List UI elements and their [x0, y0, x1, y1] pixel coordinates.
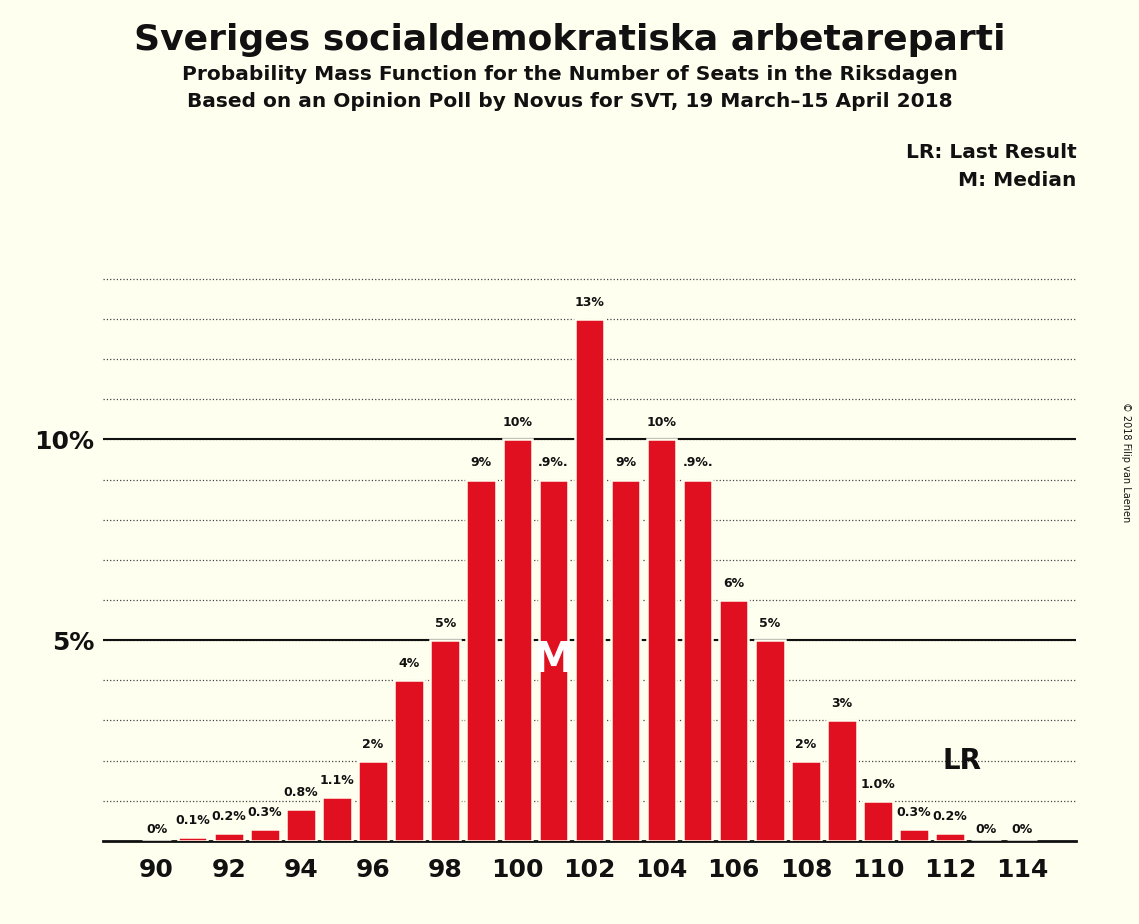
Text: LR: LR	[943, 747, 982, 774]
Bar	[900, 829, 928, 841]
Text: 9%: 9%	[470, 456, 492, 469]
Bar	[935, 833, 965, 841]
Text: 5%: 5%	[760, 617, 780, 630]
Bar	[647, 440, 677, 841]
Text: 13%: 13%	[574, 296, 605, 309]
Text: 5%: 5%	[435, 617, 456, 630]
Text: 0.1%: 0.1%	[175, 814, 210, 827]
Text: 0.2%: 0.2%	[933, 809, 967, 822]
Bar	[286, 808, 316, 841]
Text: 3%: 3%	[831, 698, 852, 711]
Text: Based on an Opinion Poll by Novus for SVT, 19 March–15 April 2018: Based on an Opinion Poll by Novus for SV…	[187, 92, 952, 112]
Bar	[792, 760, 820, 841]
Bar	[611, 480, 640, 841]
Bar	[251, 829, 279, 841]
Text: .9%.: .9%.	[538, 456, 568, 469]
Text: 0%: 0%	[146, 823, 167, 836]
Text: 10%: 10%	[647, 417, 677, 430]
Bar	[755, 640, 785, 841]
Bar	[178, 837, 207, 841]
Bar	[683, 480, 712, 841]
Text: Sveriges socialdemokratiska arbetareparti: Sveriges socialdemokratiska arbetarepart…	[133, 23, 1006, 57]
Text: LR: Last Result: LR: Last Result	[906, 143, 1076, 163]
Bar	[827, 721, 857, 841]
Text: 6%: 6%	[723, 577, 744, 590]
Bar	[863, 801, 893, 841]
Text: 0%: 0%	[976, 823, 997, 836]
Text: M: Median: M: Median	[958, 171, 1076, 190]
Bar	[539, 480, 568, 841]
Text: .9%.: .9%.	[682, 456, 713, 469]
Text: 9%: 9%	[615, 456, 636, 469]
Text: 1.1%: 1.1%	[320, 773, 354, 786]
Text: 0.2%: 0.2%	[212, 809, 246, 822]
Text: 0.3%: 0.3%	[896, 806, 932, 819]
Text: 2%: 2%	[362, 737, 384, 750]
Text: 0.8%: 0.8%	[284, 785, 318, 798]
Text: 0.3%: 0.3%	[247, 806, 282, 819]
Text: 10%: 10%	[502, 417, 532, 430]
Bar	[214, 833, 244, 841]
Bar	[467, 480, 495, 841]
Text: 1.0%: 1.0%	[861, 778, 895, 791]
Bar	[359, 760, 387, 841]
Bar	[719, 600, 748, 841]
Bar	[431, 640, 460, 841]
Bar	[575, 319, 604, 841]
Text: 0%: 0%	[1011, 823, 1033, 836]
Bar	[502, 440, 532, 841]
Bar	[322, 796, 352, 841]
Text: Probability Mass Function for the Number of Seats in the Riksdagen: Probability Mass Function for the Number…	[181, 65, 958, 84]
Bar	[394, 680, 424, 841]
Text: 4%: 4%	[399, 657, 419, 670]
Text: M: M	[533, 639, 574, 681]
Text: © 2018 Filip van Laenen: © 2018 Filip van Laenen	[1121, 402, 1131, 522]
Text: 2%: 2%	[795, 737, 817, 750]
